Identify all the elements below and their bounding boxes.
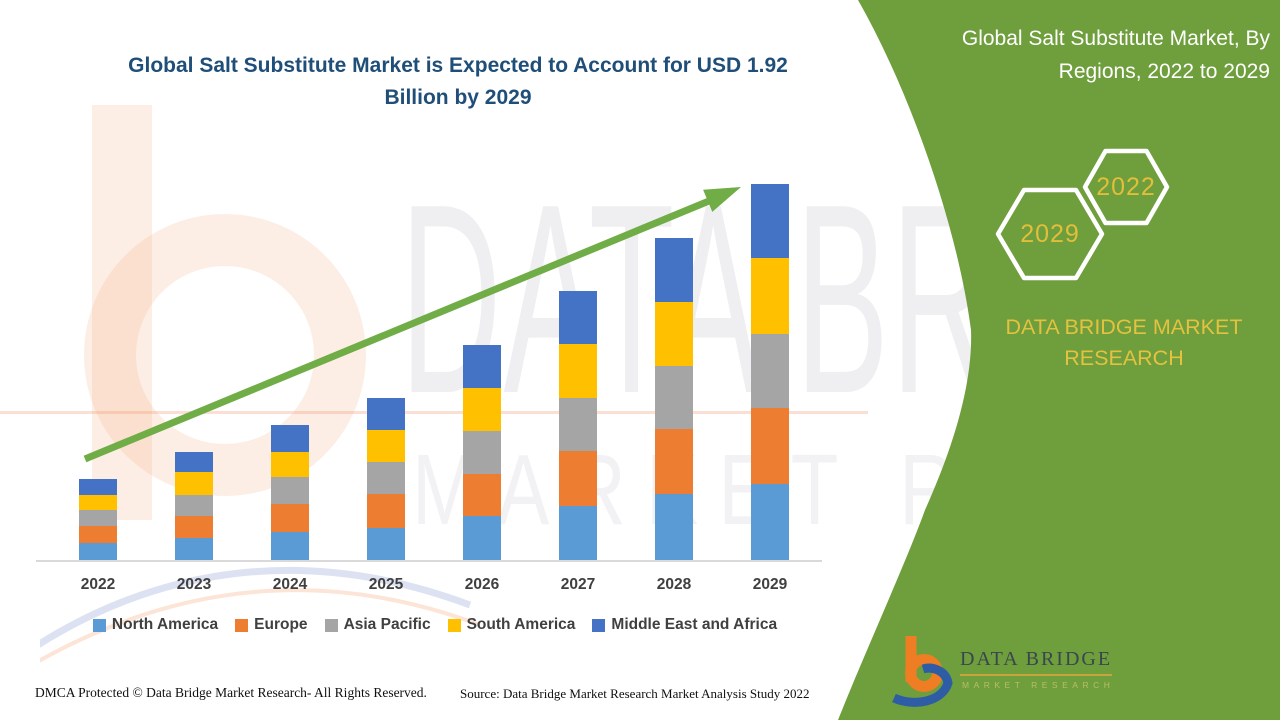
bar-column-2025 bbox=[338, 398, 434, 560]
segment-north-america-2028 bbox=[655, 494, 693, 560]
segment-middle-east-and-africa-2025 bbox=[367, 398, 405, 430]
segment-asia-pacific-2027 bbox=[559, 398, 597, 451]
bar-stack-2027 bbox=[559, 291, 597, 560]
bar-column-2022 bbox=[50, 479, 146, 560]
segment-south-america-2024 bbox=[271, 452, 309, 477]
segment-north-america-2023 bbox=[175, 538, 213, 560]
legend-label-middle-east-and-africa: Middle East and Africa bbox=[611, 616, 778, 633]
segment-north-america-2027 bbox=[559, 506, 597, 560]
segment-europe-2026 bbox=[463, 474, 501, 516]
legend-item-europe: Europe bbox=[235, 616, 308, 634]
bar-stack-2024 bbox=[271, 425, 309, 560]
legend-item-north-america: North America bbox=[92, 616, 219, 634]
segment-middle-east-and-africa-2029 bbox=[751, 184, 789, 258]
bar-stack-2022 bbox=[79, 479, 117, 560]
x-axis-label-2025: 2025 bbox=[368, 576, 404, 593]
segment-asia-pacific-2029 bbox=[751, 334, 789, 408]
segment-middle-east-and-africa-2026 bbox=[463, 345, 501, 388]
hexagon-year-2029: 2029 bbox=[1020, 220, 1080, 248]
x-axis-label-2026: 2026 bbox=[464, 576, 500, 593]
segment-north-america-2022 bbox=[79, 543, 117, 560]
segment-europe-2027 bbox=[559, 451, 597, 506]
segment-europe-2024 bbox=[271, 504, 309, 532]
segment-europe-2022 bbox=[79, 526, 117, 543]
source-note: Source: Data Bridge Market Research Mark… bbox=[460, 686, 810, 701]
legend-item-asia-pacific: Asia Pacific bbox=[324, 616, 431, 634]
brand-caption: DATA BRIDGE MARKET RESEARCH bbox=[1005, 315, 1243, 370]
legend-item-south-america: South America bbox=[447, 616, 576, 634]
segment-asia-pacific-2022 bbox=[79, 510, 117, 526]
segment-south-america-2023 bbox=[175, 472, 213, 495]
segment-asia-pacific-2026 bbox=[463, 431, 501, 474]
segment-south-america-2026 bbox=[463, 388, 501, 431]
data-bridge-logo: DATA BRIDGE MARKET RESEARCH bbox=[880, 628, 1140, 712]
bar-stack-2023 bbox=[175, 452, 213, 560]
segment-europe-2023 bbox=[175, 516, 213, 538]
bar-stack-2028 bbox=[655, 238, 693, 560]
segment-north-america-2025 bbox=[367, 528, 405, 560]
legend-label-europe: Europe bbox=[254, 616, 308, 633]
legend-item-middle-east-and-africa: Middle East and Africa bbox=[592, 616, 777, 634]
x-axis-label-2023: 2023 bbox=[176, 576, 212, 593]
segment-asia-pacific-2024 bbox=[271, 477, 309, 504]
hexagon-badges-icon bbox=[995, 148, 1170, 281]
segment-south-america-2027 bbox=[559, 344, 597, 398]
legend-swatch-europe bbox=[235, 618, 249, 632]
segment-asia-pacific-2028 bbox=[655, 366, 693, 429]
bar-column-2026 bbox=[434, 345, 530, 560]
segment-south-america-2029 bbox=[751, 258, 789, 334]
legend-swatch-south-america bbox=[447, 618, 461, 632]
data-bridge-logo-icon bbox=[892, 636, 953, 707]
segment-europe-2029 bbox=[751, 408, 789, 484]
segment-south-america-2028 bbox=[655, 302, 693, 366]
stacked-bar-chart bbox=[50, 182, 818, 560]
segment-north-america-2024 bbox=[271, 532, 309, 560]
segment-middle-east-and-africa-2028 bbox=[655, 238, 693, 302]
segment-north-america-2026 bbox=[463, 516, 501, 560]
bar-stack-2029 bbox=[751, 184, 789, 560]
logo-wordmark: DATA BRIDGE bbox=[960, 648, 1113, 670]
page-title: Global Salt Substitute Market is Expecte… bbox=[128, 54, 788, 109]
bar-column-2029 bbox=[722, 184, 818, 560]
segment-middle-east-and-africa-2024 bbox=[271, 425, 309, 452]
bar-column-2023 bbox=[146, 452, 242, 560]
segment-middle-east-and-africa-2027 bbox=[559, 291, 597, 344]
segment-south-america-2022 bbox=[79, 495, 117, 510]
bar-stack-2025 bbox=[367, 398, 405, 560]
segment-north-america-2029 bbox=[751, 484, 789, 560]
legend-swatch-north-america bbox=[92, 618, 106, 632]
bar-column-2024 bbox=[242, 425, 338, 560]
hexagon-year-2022: 2022 bbox=[1096, 173, 1156, 201]
logo-tagline: MARKET RESEARCH bbox=[962, 680, 1115, 690]
legend-swatch-asia-pacific bbox=[324, 618, 338, 632]
x-axis-labels: 2022 2023 2024 2025 2026 2027 2028 2029 bbox=[50, 576, 818, 594]
chart-legend: North America Europe Asia Pacific South Ame… bbox=[40, 616, 830, 634]
segment-south-america-2025 bbox=[367, 430, 405, 462]
x-axis-line bbox=[36, 560, 822, 562]
x-axis-label-2022: 2022 bbox=[80, 576, 116, 593]
legend-label-north-america: North America bbox=[111, 616, 219, 633]
side-panel-heading: Global Salt Substitute Market, By Region… bbox=[961, 27, 1270, 83]
legend-label-south-america: South America bbox=[466, 616, 576, 633]
segment-asia-pacific-2025 bbox=[367, 462, 405, 494]
bar-column-2027 bbox=[530, 291, 626, 560]
segment-asia-pacific-2023 bbox=[175, 495, 213, 516]
x-axis-label-2027: 2027 bbox=[560, 576, 596, 593]
x-axis-label-2024: 2024 bbox=[272, 576, 308, 593]
dmca-notice: DMCA Protected © Data Bridge Market Rese… bbox=[35, 685, 427, 700]
legend-label-asia-pacific: Asia Pacific bbox=[343, 616, 431, 633]
segment-middle-east-and-africa-2023 bbox=[175, 452, 213, 472]
x-axis-label-2028: 2028 bbox=[656, 576, 692, 593]
segment-europe-2025 bbox=[367, 494, 405, 528]
segment-middle-east-and-africa-2022 bbox=[79, 479, 117, 495]
x-axis-label-2029: 2029 bbox=[752, 576, 788, 593]
legend-swatch-middle-east-and-africa bbox=[592, 618, 606, 632]
logo-underline bbox=[960, 674, 1112, 676]
segment-europe-2028 bbox=[655, 429, 693, 494]
bar-column-2028 bbox=[626, 238, 722, 560]
bar-stack-2026 bbox=[463, 345, 501, 560]
